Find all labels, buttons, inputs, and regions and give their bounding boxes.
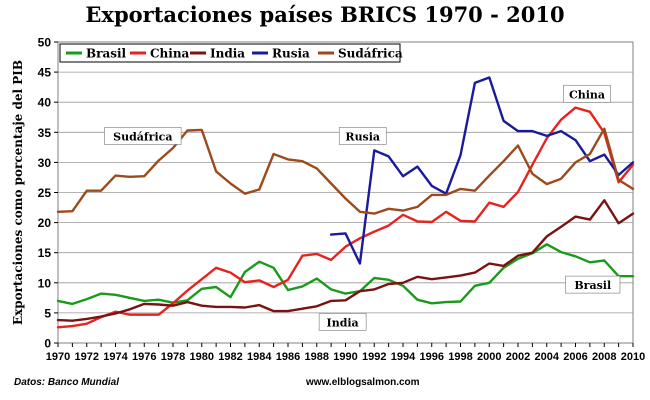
annotation-label: Sudáfrica (113, 130, 172, 143)
y-tick-label: 25 (38, 186, 52, 200)
legend-label: China (150, 47, 190, 61)
annotation-box (338, 127, 387, 145)
x-tick-label: 1970 (46, 351, 70, 363)
y-tick-label: 45 (38, 66, 52, 80)
annotation-label: Rusia (345, 130, 380, 143)
x-tick-label: 1990 (333, 351, 357, 363)
legend-label: Brasil (86, 47, 127, 61)
data-source: Datos: Banco Mundial (14, 377, 120, 388)
x-tick-label: 1984 (247, 351, 272, 363)
y-tick-label: 15 (38, 246, 52, 260)
x-tick-label: 1988 (305, 351, 329, 363)
y-tick-label: 35 (38, 126, 52, 140)
x-tick-label: 1998 (448, 351, 472, 363)
x-tick-label: 2008 (592, 351, 616, 363)
annotation-label: Brasil (574, 279, 611, 292)
website-url: www.elblogsalmon.com (306, 377, 420, 388)
y-tick-label: 5 (44, 306, 51, 320)
x-tick-label: 1972 (75, 351, 99, 363)
x-tick-label: 2004 (535, 351, 560, 363)
x-tick-label: 1996 (420, 351, 444, 363)
x-tick-label: 2002 (506, 351, 530, 363)
annotation-box (318, 313, 367, 331)
y-tick-label: 30 (38, 156, 52, 170)
annotation-label: India (327, 316, 359, 329)
series-line-india (56, 199, 635, 322)
y-axis-title: Exportaciones como porcentaje del PIB (11, 60, 25, 325)
series-line-sudáfrica (56, 127, 635, 215)
x-tick-label: 2000 (477, 351, 501, 363)
series-line-brasil (56, 243, 635, 306)
annotation-box (104, 127, 182, 145)
x-tick-label: 1982 (218, 351, 242, 363)
x-tick-label: 2010 (621, 351, 645, 363)
annotation-label: China (569, 88, 605, 101)
x-tick-label: 1992 (362, 351, 386, 363)
y-tick-label: 0 (44, 337, 51, 351)
annotation-box (563, 84, 611, 103)
series-line-rusia (329, 76, 635, 265)
x-tick-label: 1976 (132, 351, 156, 363)
y-tick-label: 50 (38, 36, 52, 50)
series-line-china (56, 106, 635, 329)
legend-label: Sudáfrica (338, 47, 403, 61)
annotation-box (565, 275, 621, 294)
x-tick-label: 1978 (161, 351, 185, 363)
x-tick-label: 1974 (103, 351, 128, 363)
y-tick-label: 20 (38, 216, 52, 230)
legend-label: India (210, 47, 245, 61)
chart-title: Exportaciones países BRICS 1970 - 2010 (85, 2, 565, 27)
x-tick-label: 2006 (563, 351, 587, 363)
y-tick-label: 10 (38, 276, 52, 290)
legend-box (59, 43, 401, 63)
x-tick-label: 1986 (276, 351, 300, 363)
x-tick-label: 1980 (190, 351, 214, 363)
y-tick-label: 40 (38, 96, 52, 110)
legend-label: Rusia (272, 47, 310, 61)
x-tick-label: 1994 (391, 351, 416, 363)
